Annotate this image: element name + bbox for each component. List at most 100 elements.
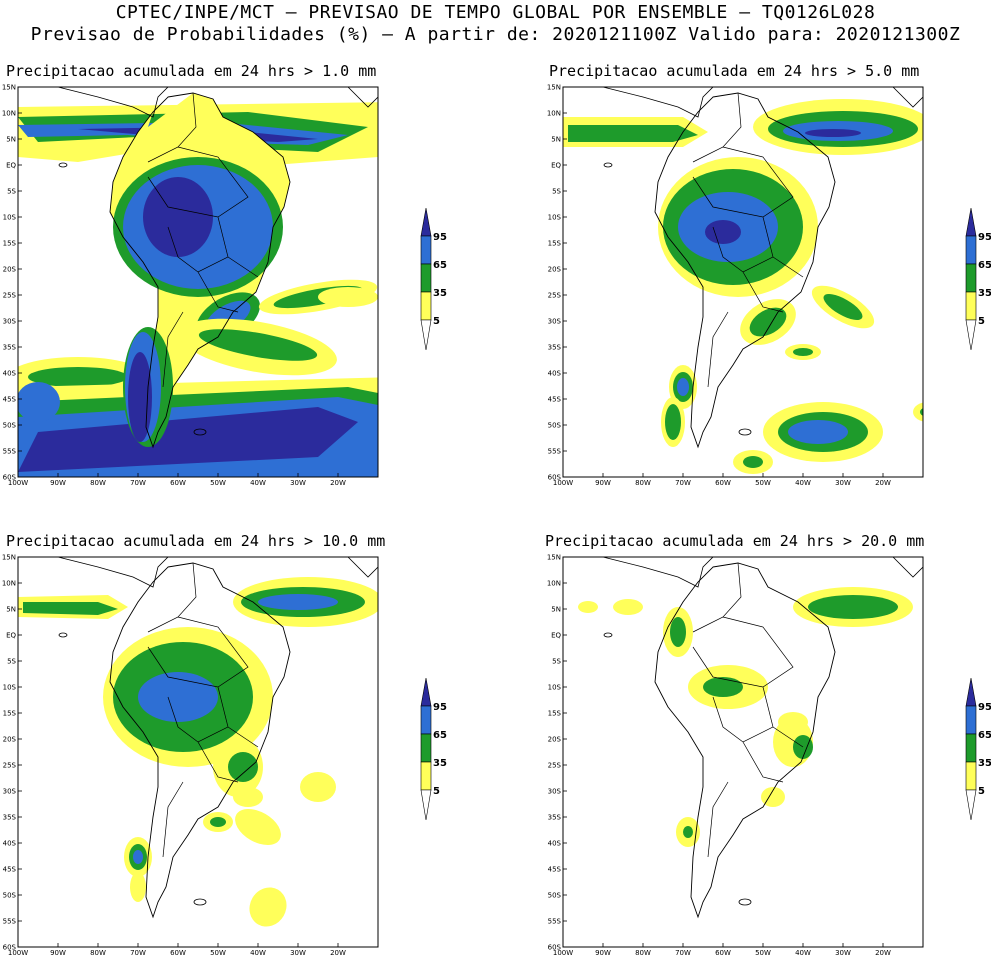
lat-label: 30S <box>548 318 562 326</box>
lon-label: 50W <box>210 479 226 487</box>
island <box>193 898 207 906</box>
lat-label: 15N <box>547 554 561 562</box>
precip-area <box>18 407 358 472</box>
precip-area <box>613 599 643 615</box>
legend-swatch-5 <box>420 761 432 791</box>
coastline <box>18 87 169 118</box>
coastline <box>654 562 836 919</box>
coastline <box>18 557 169 588</box>
precip-area <box>143 177 213 257</box>
coastline <box>563 87 714 118</box>
coastline <box>892 87 923 108</box>
precip-area <box>805 129 861 137</box>
lat-label: 60S <box>548 944 562 952</box>
lon-label: 40W <box>250 479 266 487</box>
legend-swatch-5 <box>965 291 977 321</box>
legend-label: 95 <box>978 702 991 713</box>
lat-label: 25S <box>3 762 17 770</box>
lon-label: 20W <box>330 479 346 487</box>
legend-swatch-35 <box>965 733 977 763</box>
precip-area <box>198 329 318 361</box>
map-panel-5mm: 15N 10N 5N EQ 5S 10S 15S 20S 25S 30S 35S 40S 45S 50S 5… <box>545 84 925 487</box>
coastline <box>109 562 291 919</box>
lat-label: 30S <box>3 788 17 796</box>
lat-label: 55S <box>3 918 17 926</box>
lat-label: 35S <box>548 344 562 352</box>
coastline <box>654 92 836 449</box>
lat-label: 5S <box>7 188 16 196</box>
lon-label: 70W <box>130 479 146 487</box>
legend-label: 35 <box>433 288 447 299</box>
lat-label: 60S <box>3 944 17 952</box>
lat-label: 5N <box>6 606 16 614</box>
legend-swatch-below-5 <box>420 319 432 351</box>
lat-label: 45S <box>3 866 17 874</box>
lon-label: 40W <box>250 949 266 957</box>
lat-label: 55S <box>548 448 562 456</box>
precip-area <box>300 772 336 802</box>
legend-label: 95 <box>433 232 447 243</box>
island <box>738 898 752 906</box>
map-frame <box>17 86 379 478</box>
color-legend-1: 95 65 35 5 <box>418 207 478 358</box>
color-legend-2: 95 65 35 5 <box>963 207 991 358</box>
color-legend-3: 95 65 35 5 <box>418 677 478 828</box>
lat-label: 20S <box>3 266 17 274</box>
lon-label: 50W <box>755 949 771 957</box>
lon-label: 30W <box>835 949 851 957</box>
precip-area <box>677 378 689 396</box>
precip-area <box>703 677 743 697</box>
precip-area <box>233 787 263 807</box>
legend-swatch-below-5 <box>965 319 977 351</box>
lat-label: 40S <box>3 840 17 848</box>
lat-label: 25S <box>3 292 17 300</box>
coastline <box>892 557 923 578</box>
precip-area <box>249 887 287 927</box>
map-panel-10mm: 15N 10N 5N EQ 5S 10S 15S 20S 25S 30S 35S 40S 45S 50S 5… <box>0 554 380 957</box>
lat-label: 45S <box>3 396 17 404</box>
lon-label: 90W <box>595 479 611 487</box>
precip-area <box>258 594 338 610</box>
lon-label: 70W <box>130 949 146 957</box>
lat-label: EQ <box>6 632 16 640</box>
lon-label: 40W <box>795 949 811 957</box>
lon-label: 80W <box>635 949 651 957</box>
lon-label: 100W <box>8 479 28 487</box>
coastline <box>109 92 291 449</box>
lat-label: 20S <box>3 736 17 744</box>
legend-swatch-65 <box>420 235 432 265</box>
legend-label: 65 <box>978 260 991 271</box>
legend-label: 95 <box>978 232 991 243</box>
legend-swatch-35 <box>965 263 977 293</box>
legend-swatch-95plus <box>420 207 432 237</box>
precip-area <box>133 850 143 864</box>
lat-label: 15S <box>3 240 17 248</box>
lon-label: 60W <box>715 479 731 487</box>
lat-label: 30S <box>3 318 17 326</box>
lat-label: 10N <box>2 580 16 588</box>
precip-area <box>578 601 598 613</box>
lat-label: 35S <box>3 814 17 822</box>
precip-area <box>761 787 785 807</box>
legend-swatch-below-5 <box>420 789 432 821</box>
legend-label: 35 <box>978 758 991 769</box>
lon-label: 20W <box>875 479 891 487</box>
precip-area <box>568 125 698 142</box>
lat-label: 50S <box>3 422 17 430</box>
island <box>603 632 613 638</box>
lon-label: 20W <box>330 949 346 957</box>
lon-label: 100W <box>553 479 573 487</box>
precip-area <box>920 408 923 416</box>
lat-label: 60S <box>3 474 17 482</box>
lon-label: 60W <box>170 949 186 957</box>
lat-label: 10S <box>3 684 17 692</box>
lat-label: EQ <box>6 162 16 170</box>
map-frame <box>17 556 379 948</box>
lat-label: 15N <box>2 554 16 562</box>
precip-area <box>228 752 258 782</box>
lon-label: 90W <box>50 479 66 487</box>
map-panel-1mm: 15N 10N 5N EQ 5S 10S 15S 20S 25S 30S 35S 40S 45S 50S 5… <box>0 84 380 487</box>
lat-label: 40S <box>548 840 562 848</box>
lat-label: 60S <box>548 474 562 482</box>
coastline <box>563 557 714 588</box>
